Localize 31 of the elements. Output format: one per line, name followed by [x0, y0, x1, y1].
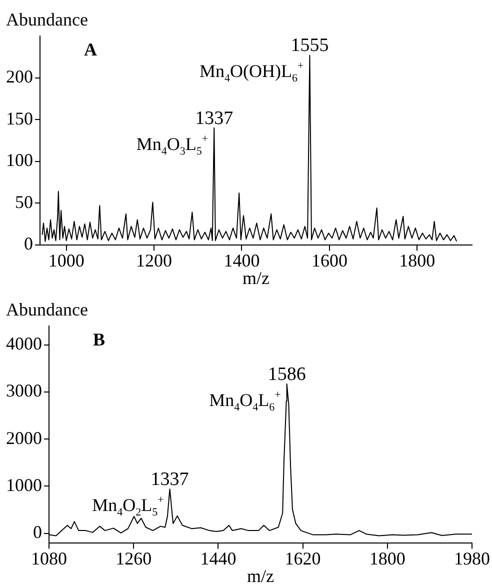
y-tick-label: 200	[6, 66, 33, 86]
x-tick-label: 1440	[200, 548, 236, 568]
annotation: 1337	[195, 108, 234, 129]
x-tick-label: 1980	[454, 548, 490, 568]
x-tick-label: 1600	[311, 250, 348, 270]
x-tick-label: 1620	[284, 548, 321, 568]
annotation: 1555	[290, 35, 329, 56]
x-tick-label: 1260	[116, 548, 152, 568]
y-tick-label: 150	[6, 108, 33, 128]
y-axis-title: Abundance	[6, 10, 88, 30]
x-tick-label: 1800	[399, 250, 436, 270]
x-tick-label: 1400	[224, 250, 260, 270]
annotation: A	[84, 40, 97, 60]
x-tick-label: 1200	[136, 250, 172, 270]
x-axis-title: m/z	[242, 268, 270, 288]
x-tick-label: 1800	[369, 548, 406, 568]
x-tick-label: 1000	[48, 250, 84, 270]
y-tick-label: 0	[33, 522, 42, 542]
y-tick-label: 1000	[6, 474, 42, 495]
y-axis-title: Abundance	[6, 300, 88, 320]
y-tick-label: 50	[15, 192, 33, 212]
y-tick-label: 2000	[6, 428, 42, 448]
y-tick-label: 4000	[6, 334, 42, 354]
annotation: 1586	[268, 364, 306, 385]
annotation: B	[93, 330, 106, 350]
y-tick-label: 100	[6, 150, 33, 170]
x-tick-label: 1080	[31, 548, 67, 568]
y-tick-label: 0	[24, 234, 33, 254]
annotation: 1337	[150, 469, 189, 490]
y-tick-label: 3000	[6, 380, 42, 401]
x-axis-title: m/z	[247, 566, 274, 586]
